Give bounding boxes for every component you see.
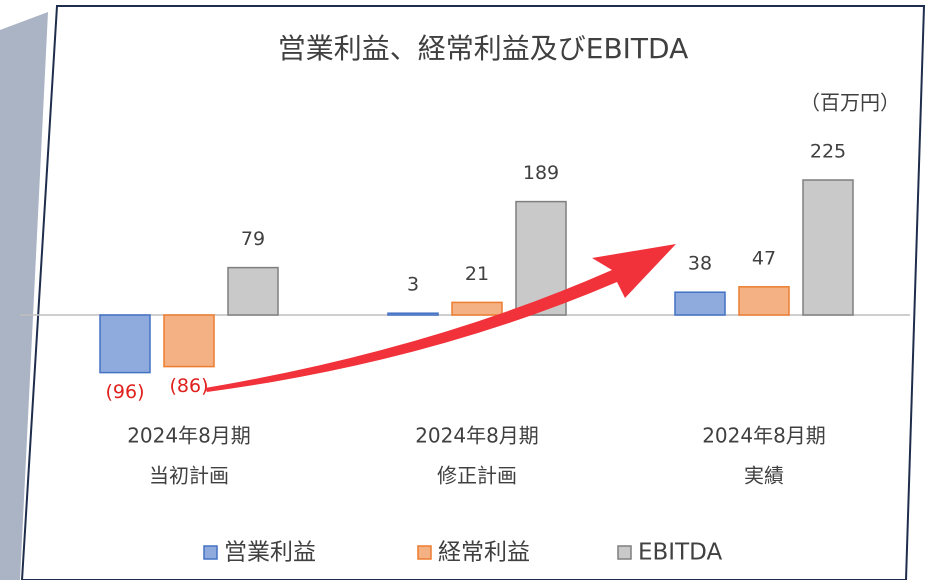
data-label: 21 (465, 263, 489, 285)
data-label: 189 (523, 162, 559, 184)
x-tick-label: 実績 (744, 464, 784, 488)
bar (227, 266, 279, 316)
bar (674, 291, 726, 316)
bar (163, 314, 215, 368)
x-tick-label: 修正計画 (437, 464, 517, 488)
x-tick-label: 2024年8月期 (127, 424, 251, 448)
chart-title: 営業利益、経常利益及びEBITDA (278, 32, 689, 65)
legend-swatch (417, 545, 432, 560)
x-tick-label: 当初計画 (149, 464, 229, 488)
unit-label: （百万円） (800, 91, 900, 115)
trend-arrow (205, 244, 676, 392)
data-label: 3 (407, 274, 419, 296)
bar (451, 301, 503, 316)
bar (99, 314, 151, 374)
data-label: (96) (105, 381, 144, 403)
bar (802, 179, 854, 316)
x-tick-label: 2024年8月期 (415, 424, 539, 448)
x-tick-label: 2024年8月期 (702, 424, 826, 448)
legend-label: 経常利益 (438, 540, 530, 566)
data-label: 79 (241, 228, 265, 250)
legend-swatch (617, 545, 632, 560)
bar (387, 312, 439, 316)
bar (738, 286, 790, 316)
data-label: 225 (810, 141, 846, 163)
legend-label: EBITDA (638, 540, 722, 566)
data-label: (86) (169, 375, 208, 397)
background-strip (0, 12, 48, 580)
legend-label: 営業利益 (224, 540, 316, 566)
legend-swatch (203, 545, 218, 560)
data-label: 38 (688, 253, 712, 275)
data-label: 47 (752, 247, 776, 269)
